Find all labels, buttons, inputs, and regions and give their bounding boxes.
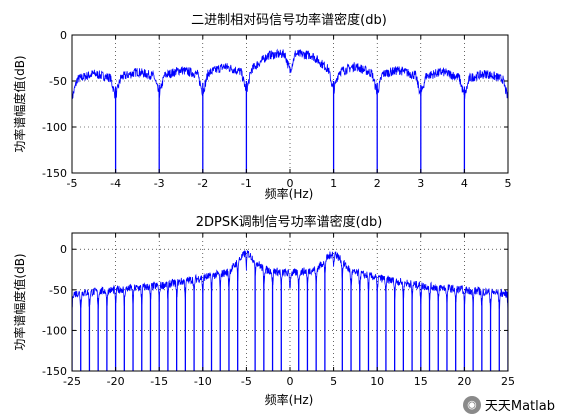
chart1-title: 二进制相对码信号功率谱密度(db) [191, 12, 387, 28]
wechat-icon: ◉ [462, 395, 481, 414]
chart2-yaxis: 0 -50 -100 -150 [42, 243, 508, 378]
watermark-text: 天天Matlab [484, 399, 555, 414]
chart1-xlabel: 频率(Hz) [265, 186, 314, 201]
series-line [72, 250, 508, 312]
x-tick-label: 0 [287, 177, 294, 190]
x-tick-label: 5 [505, 177, 512, 190]
chart1-yaxis: 0 -50 -100 -150 [42, 29, 508, 180]
chart2-title: 2DPSK调制信号功率谱密度(db) [196, 214, 383, 230]
x-tick-label: -5 [241, 375, 252, 388]
x-tick-label: -1 [241, 177, 252, 190]
x-tick-label: -15 [150, 375, 168, 388]
x-tick-label: 4 [461, 177, 468, 190]
y-tick-label: -50 [49, 284, 67, 297]
x-tick-label: -20 [107, 375, 125, 388]
chart1-xaxis: -5 -4 -3 -2 -1 0 1 2 3 4 5 [67, 35, 512, 190]
x-tick-label: -2 [197, 177, 208, 190]
x-tick-label: 10 [370, 375, 384, 388]
chart1-ylabel: 功率谱幅度值(dB) [12, 55, 27, 152]
y-tick-label: 0 [60, 29, 67, 42]
chart1-series-plot [72, 48, 508, 173]
y-tick-label: -50 [49, 75, 67, 88]
x-tick-label: 5 [330, 375, 337, 388]
chart-psd-relative-code: 二进制相对码信号功率谱密度(db) -5 -4 -3 -2 -1 0 1 2 3 4 5 0-50-… [12, 12, 512, 201]
y-tick-label: -100 [42, 121, 67, 134]
x-tick-label: 25 [501, 375, 515, 388]
x-tick-label: -25 [63, 375, 81, 388]
y-tick-label: -100 [42, 324, 67, 337]
y-tick-label: -150 [42, 365, 67, 378]
x-tick-label: 3 [417, 177, 424, 190]
chart2-grid [72, 233, 508, 371]
x-tick-label: 2 [374, 177, 381, 190]
chart2-ylabel: 功率谱幅度值(dB) [12, 253, 27, 350]
x-tick-label: -10 [194, 375, 212, 388]
x-tick-label: -4 [110, 177, 121, 190]
x-tick-label: -5 [67, 177, 78, 190]
chart2-xaxis: -25 -20 -15 -10 -5 0 5 10 15 20 25 [63, 233, 515, 388]
x-tick-label: 20 [457, 375, 471, 388]
chart2-series-plot [72, 250, 508, 371]
chart2-xlabel: 频率(Hz) [265, 392, 314, 407]
x-tick-label: 1 [330, 177, 337, 190]
x-tick-label: 0 [287, 375, 294, 388]
y-tick-label: -150 [42, 167, 67, 180]
series-line [72, 48, 508, 104]
x-tick-label: -3 [154, 177, 165, 190]
chart-psd-2dpsk: 2DPSK调制信号功率谱密度(db) -25 -20 -15 -10 -5 0 5 10 15 2… [12, 214, 515, 407]
watermark: ◉ 天天Matlab [462, 395, 555, 414]
y-tick-label: 0 [60, 243, 67, 256]
x-tick-label: 15 [414, 375, 428, 388]
chart1-grid [72, 35, 508, 173]
